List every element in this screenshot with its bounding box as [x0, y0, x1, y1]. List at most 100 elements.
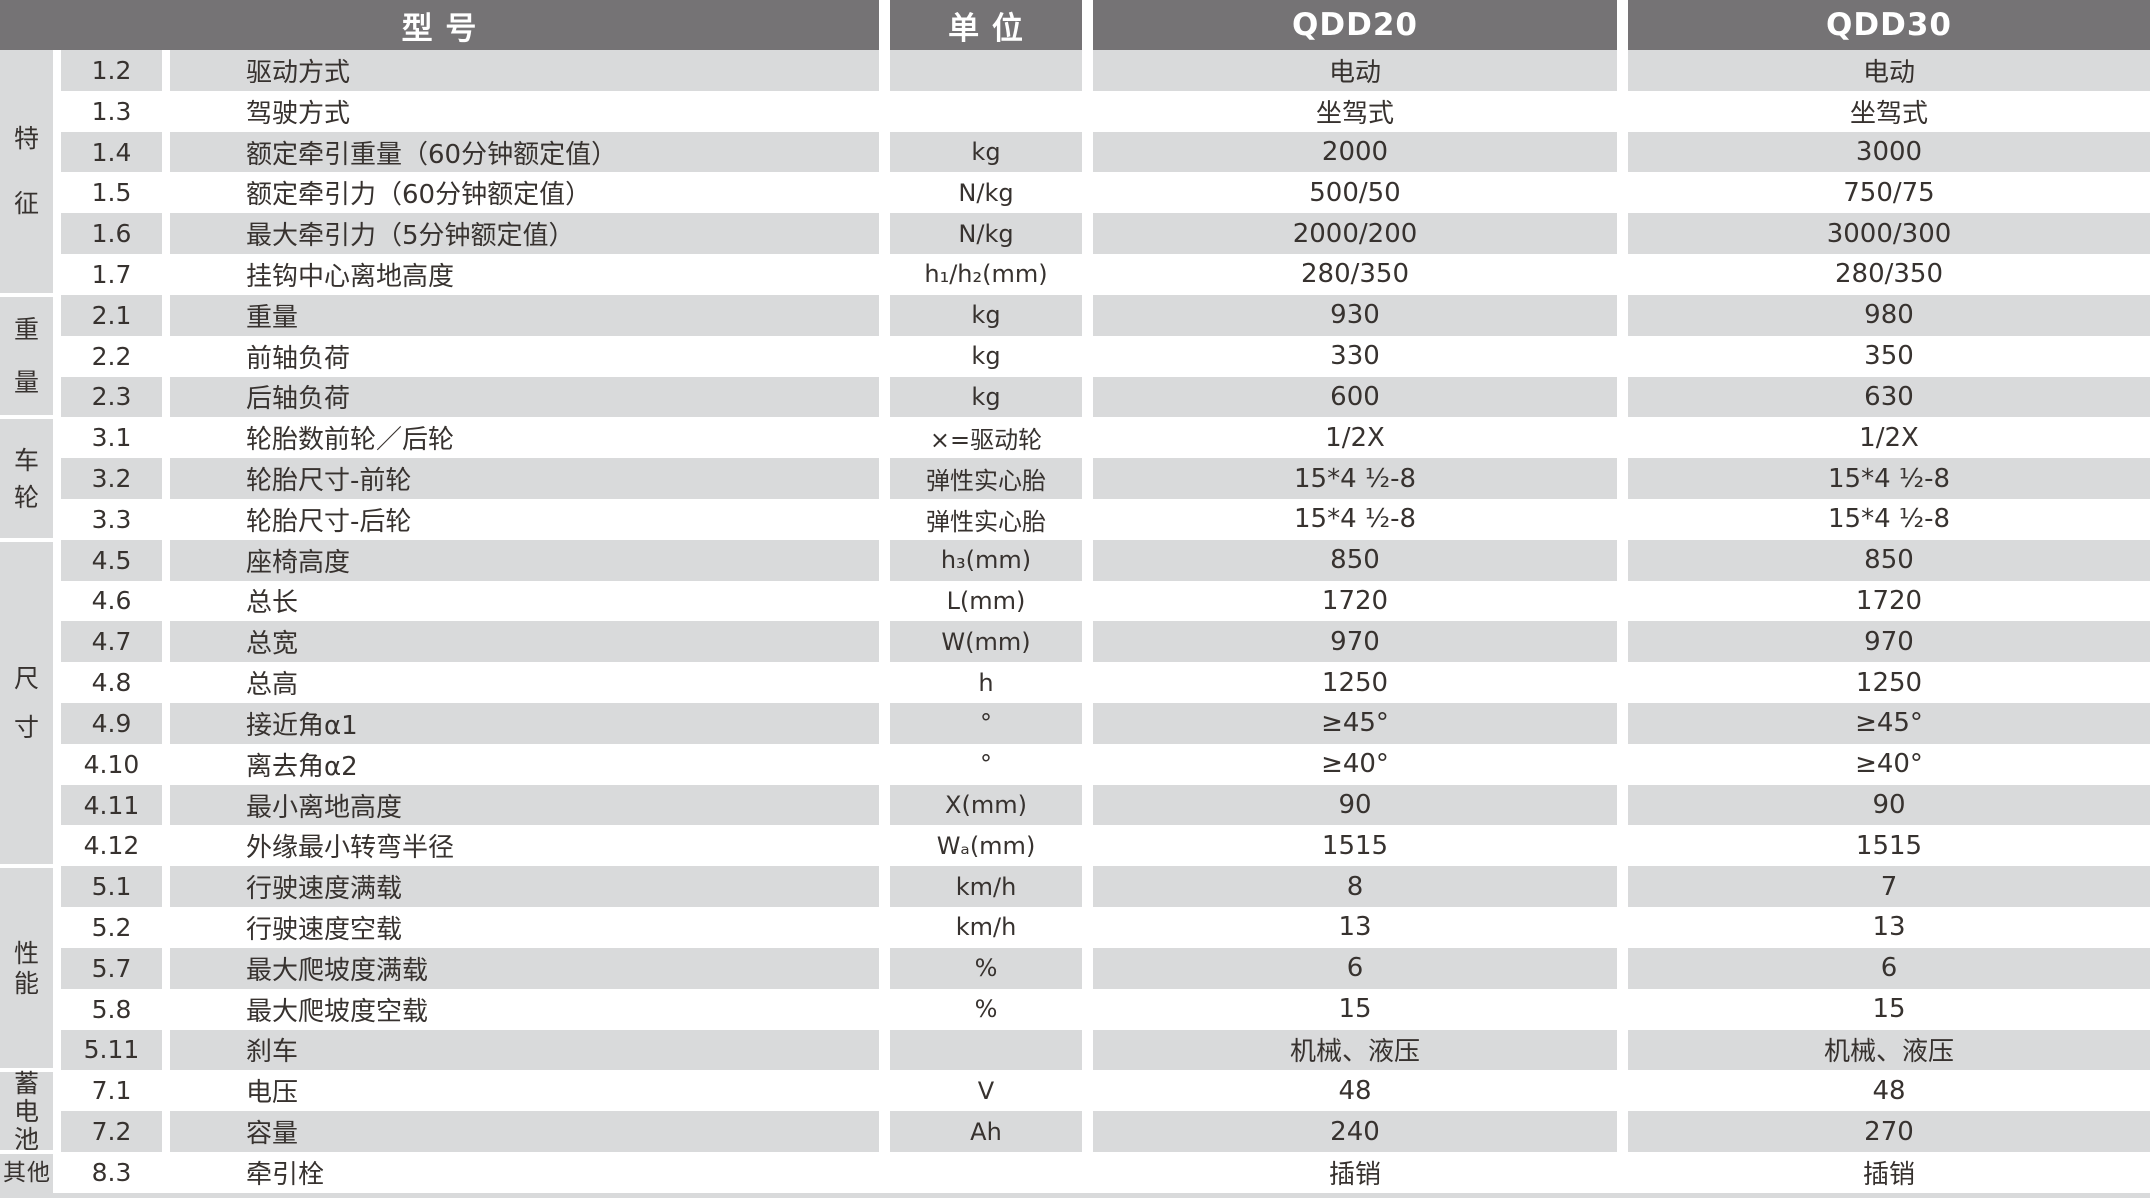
- row-value-qdd30: 7: [1628, 866, 2150, 908]
- category-char: 特: [13, 124, 39, 154]
- table-row: 4.7 总宽 W(mm) 970 970: [61, 621, 2150, 663]
- table-row: 1.2 驱动方式 电动 电动: [61, 50, 2150, 91]
- row-spec-name: 最大爬坡度空载: [246, 996, 429, 1027]
- row-spec-name: 重量: [170, 294, 879, 336]
- row-spec-name: 额定牵引重量（60分钟额定值）: [170, 131, 879, 173]
- row-value-qdd20: 2000: [1093, 131, 1617, 173]
- category-char: 他: [27, 1159, 50, 1186]
- row-index: 1.2: [61, 50, 162, 91]
- row-value-qdd20: 机械、液压: [1093, 1029, 1617, 1071]
- row-value-qdd30: 1/2X: [1859, 422, 1919, 453]
- category-label: 蓄电池: [0, 1068, 53, 1153]
- table-row: 1.6 最大牵引力（5分钟额定值） N/kg 2000/200 3000/300: [61, 213, 2150, 255]
- category-char: 蓄: [13, 1068, 39, 1098]
- row-unit: X(mm): [890, 784, 1082, 826]
- bottom-edge-divider: [0, 1193, 2150, 1198]
- row-value-qdd20: 1250: [1321, 667, 1389, 698]
- row-unit: km/h: [955, 913, 1017, 942]
- row-value-qdd30: 970: [1628, 621, 2150, 663]
- category-char: 性: [13, 938, 39, 968]
- row-spec-name: 总长: [246, 588, 299, 619]
- table-row: 4.12 外缘最小转弯半径 Wₐ(mm) 1515 1515: [61, 825, 2150, 866]
- row-value-qdd30: 电动: [1628, 50, 2150, 91]
- table-row: 2.2 前轴负荷 kg 330 350: [61, 336, 2150, 377]
- rows-column: 1.2 驱动方式 电动 电动 1.3 驾驶方式 坐驾式 坐驾式 1.4 额定牵引重量（60分钟额定…: [61, 50, 2150, 1193]
- row-index: 5.11: [61, 1029, 162, 1071]
- row-index: 1.6: [61, 213, 162, 255]
- row-spec-name: 驱动方式: [170, 50, 879, 91]
- table-row: 4.11 最小离地高度 X(mm) 90 90: [61, 784, 2150, 826]
- category-char: 重: [13, 315, 39, 345]
- row-value-qdd20: 2000/200: [1093, 213, 1617, 255]
- row-unit: ×=驱动轮: [929, 426, 1043, 455]
- row-index: 4.6: [91, 586, 132, 616]
- row-spec-name: 离去角α2: [246, 751, 358, 782]
- row-value-qdd30: 15*4 ½-8: [1827, 504, 1950, 535]
- row-spec-name: 驾驶方式: [246, 98, 351, 129]
- row-unit: °: [980, 750, 992, 779]
- row-value-qdd30: 1720: [1855, 585, 1923, 616]
- table-row: 4.5 座椅高度 h₃(mm) 850 850: [61, 539, 2150, 581]
- row-index: 1.4: [61, 131, 162, 173]
- row-unit: kg: [890, 294, 1082, 336]
- row-spec-name: 外缘最小转弯半径: [246, 833, 455, 864]
- row-index: 4.9: [61, 703, 162, 744]
- row-value-qdd20: 930: [1093, 294, 1617, 336]
- row-index: 4.8: [91, 668, 132, 698]
- row-value-qdd20: 240: [1093, 1111, 1617, 1152]
- row-value-qdd20: ≥45°: [1093, 703, 1617, 744]
- category-label: 特征: [0, 50, 53, 295]
- row-value-qdd30: 980: [1628, 294, 2150, 336]
- row-value-qdd20: 330: [1330, 341, 1380, 372]
- category-column: 特征重量车轮尺寸性能蓄电池其他: [0, 50, 53, 1193]
- row-value-qdd30: 插销: [1862, 1159, 1915, 1190]
- table-body: 特征重量车轮尺寸性能蓄电池其他 1.2 驱动方式 电动 电动 1.3 驾驶方式 坐驾式 坐驾式…: [0, 50, 2150, 1193]
- row-unit: V: [977, 1076, 995, 1105]
- row-value-qdd20: 13: [1338, 912, 1372, 943]
- row-index: 1.3: [91, 96, 132, 126]
- table-row: 4.8 总高 h 1250 1250: [61, 662, 2150, 703]
- row-unit: [890, 1152, 1082, 1193]
- table-row: 5.7 最大爬坡度满载% 6 6: [61, 947, 2150, 989]
- header-qdd30: QDD30: [1628, 0, 2150, 50]
- table-row: 5.1 行驶速度满载 km/h 8 7: [61, 866, 2150, 908]
- row-index: 3.3: [91, 504, 132, 534]
- table-row: 3.2 轮胎尺寸-前轮 弹性实心胎 15*4 ½-8 15*4 ½-8: [61, 458, 2150, 499]
- row-index: 2.1: [61, 294, 162, 336]
- row-value-qdd20: ≥40°: [1321, 749, 1389, 780]
- row-value-qdd30: 850: [1628, 539, 2150, 581]
- row-spec-name: 最小离地高度: [170, 784, 879, 826]
- row-index: 1.7: [91, 259, 132, 289]
- row-spec-name: 轮胎尺寸-后轮: [246, 506, 412, 537]
- category-char: 其: [3, 1159, 26, 1186]
- header-qdd20: QDD20: [1093, 0, 1617, 50]
- row-unit: 弹性实心胎: [890, 458, 1082, 499]
- table-row: 8.3 牵引栓 插销 插销: [61, 1152, 2150, 1193]
- row-value-qdd30: 1515: [1855, 830, 1923, 861]
- row-spec-name: 轮胎数前轮／后轮: [246, 425, 455, 456]
- category-label: 其他: [0, 1152, 53, 1193]
- row-spec-name: 挂钩中心离地高度: [246, 261, 455, 292]
- row-value-qdd20: 15*4 ½-8: [1293, 504, 1416, 535]
- row-value-qdd20: 850: [1093, 539, 1617, 581]
- row-index: 4.12: [83, 831, 140, 861]
- row-unit: [890, 91, 1082, 132]
- row-value-qdd30: 270: [1628, 1111, 2150, 1152]
- row-spec-name: 行驶速度空载: [246, 914, 403, 945]
- row-unit: kg: [971, 342, 1001, 371]
- category-label: 尺寸: [0, 539, 53, 867]
- table-row: 5.2 行驶速度空载 km/h 13 13: [61, 907, 2150, 948]
- row-value-qdd30: 90: [1628, 784, 2150, 826]
- row-value-qdd20: 1720: [1321, 585, 1389, 616]
- row-unit: [890, 1029, 1082, 1071]
- row-unit: kg: [890, 376, 1082, 418]
- row-index: 8.3: [91, 1157, 132, 1187]
- row-value-qdd30: 坐驾式: [1849, 98, 1928, 129]
- row-index: 5.1: [61, 866, 162, 908]
- row-value-qdd30: 3000: [1628, 131, 2150, 173]
- table-row: 1.5 额定牵引力（60分钟额定值） N/kg 500/50 750/75: [61, 172, 2150, 213]
- table-header-row: 型 号 单 位 QDD20 QDD30: [0, 0, 2150, 50]
- row-value-qdd30: 280/350: [1834, 259, 1943, 290]
- category-char: 量: [13, 368, 39, 398]
- row-value-qdd20: 280/350: [1300, 259, 1409, 290]
